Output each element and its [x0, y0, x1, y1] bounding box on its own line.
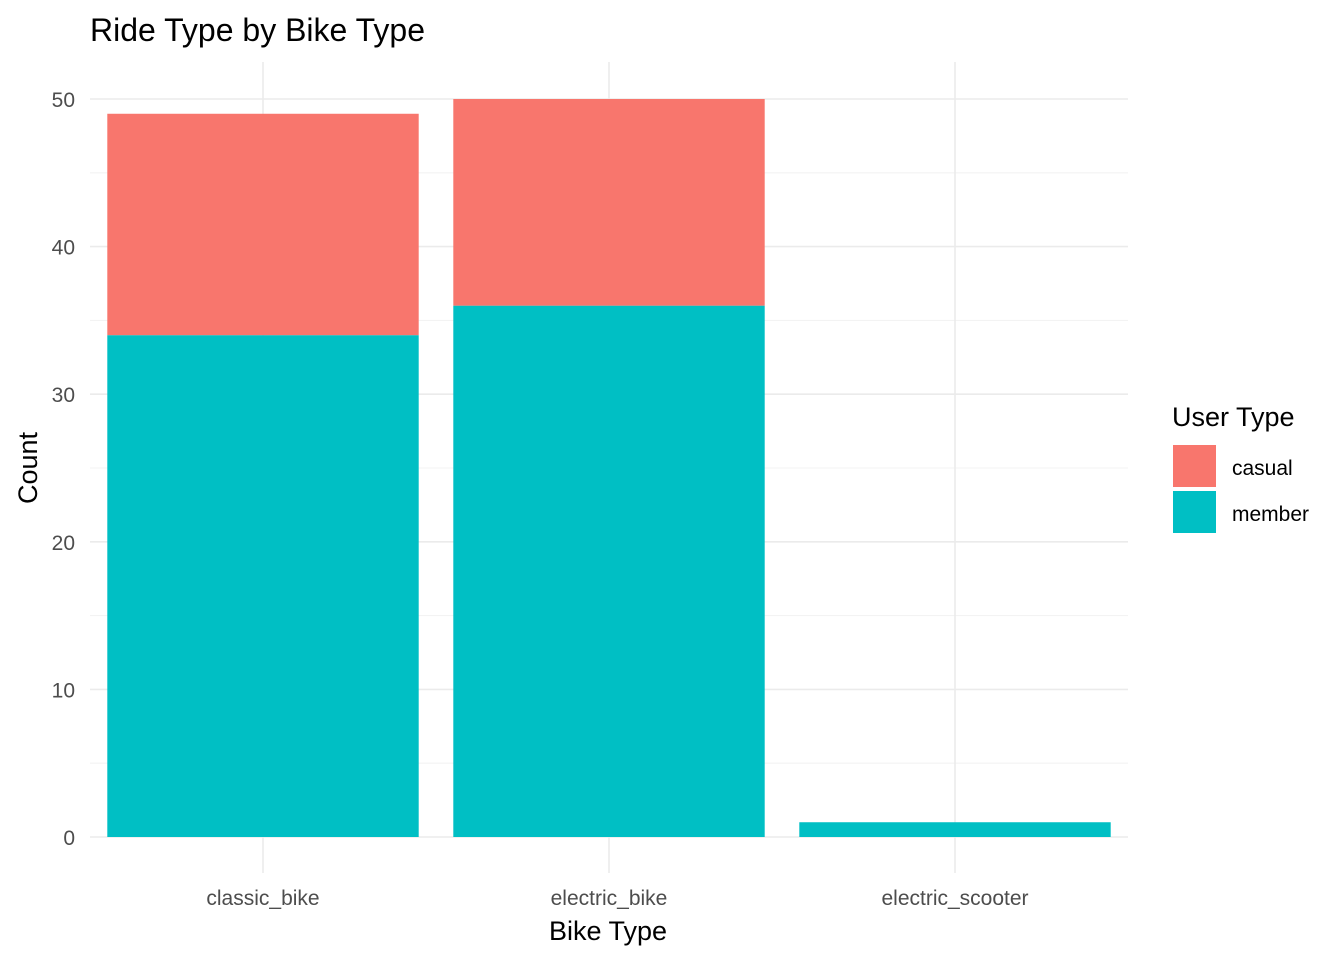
y-tick-label: 40 — [52, 237, 75, 260]
y-axis-title: Count — [13, 431, 43, 504]
x-tick-label: classic_bike — [206, 887, 319, 910]
y-tick-label: 20 — [52, 532, 75, 555]
bar-classic_bike-member — [107, 335, 419, 837]
bar-electric_bike-member — [453, 305, 765, 837]
bar-classic_bike-casual — [107, 113, 419, 336]
x-tick-label: electric_scooter — [881, 887, 1028, 910]
legend-label-member: member — [1232, 503, 1309, 526]
x-axis-title: Bike Type — [549, 916, 667, 946]
y-tick-label: 30 — [52, 384, 75, 407]
legend-swatch-member — [1173, 491, 1216, 533]
x-tick-label: electric_bike — [551, 887, 668, 910]
y-tick-labels: 0 10 20 30 40 50 — [52, 89, 75, 850]
legend-label-casual: casual — [1232, 457, 1293, 480]
chart-title: Ride Type by Bike Type — [90, 12, 425, 48]
y-tick-label: 10 — [52, 679, 75, 702]
legend: User Type casual member — [1172, 402, 1309, 533]
legend-title: User Type — [1172, 402, 1295, 432]
bar-electric_scooter-member — [799, 822, 1111, 837]
x-tick-labels: classic_bike electric_bike electric_scoote… — [206, 887, 1028, 910]
y-tick-label: 0 — [63, 827, 75, 850]
legend-swatch-casual — [1173, 445, 1216, 487]
bars — [107, 99, 1111, 837]
bar-electric_bike-casual — [453, 99, 765, 306]
y-tick-label: 50 — [52, 89, 75, 112]
